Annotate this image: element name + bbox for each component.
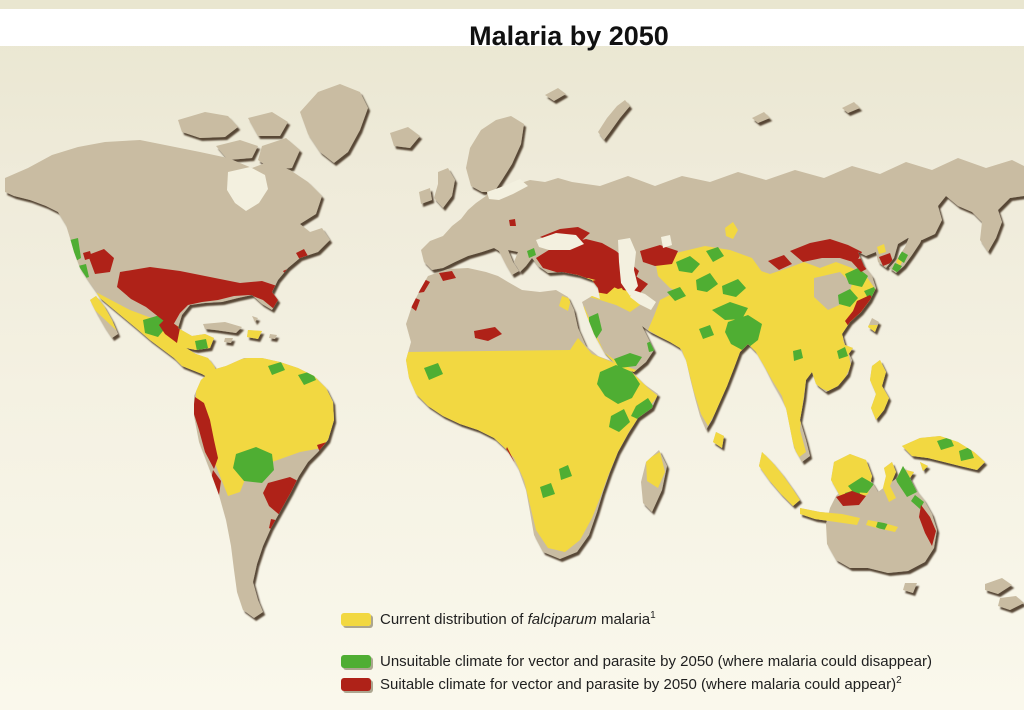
landmass-scandinavia <box>466 116 524 192</box>
legend-label-suitable: Suitable climate for vector and parasite… <box>380 675 902 694</box>
legend-item-current: Current distribution of falciparum malar… <box>341 611 1021 629</box>
landmass-greenland <box>300 84 368 163</box>
black-sea <box>536 233 584 250</box>
landmass-britain <box>434 168 455 208</box>
legend: Current distribution of falciparum malar… <box>341 611 1021 694</box>
suitable-climate-swatch-icon <box>341 678 371 691</box>
landmass-new-zealand <box>985 578 1012 594</box>
unsuitable-climate-swatch-icon <box>341 655 371 668</box>
landmass-iceland <box>390 127 420 148</box>
legend-label-unsuitable: Unsuitable climate for vector and parasi… <box>380 653 932 670</box>
baltic-sea <box>487 179 528 200</box>
current-distribution-swatch-icon <box>341 613 371 626</box>
aral-sea <box>661 235 672 248</box>
landmass-ireland <box>419 188 432 204</box>
title-band: Malaria by 2050 <box>0 9 1024 51</box>
unsuitable-overlay <box>70 238 974 531</box>
persian-gulf <box>630 290 656 310</box>
legend-item-suitable: Suitable climate for vector and parasite… <box>341 676 1021 694</box>
inland-seas <box>227 167 672 310</box>
landmass-cuba <box>203 322 242 333</box>
landmass-arctic-islands <box>178 112 238 138</box>
map-title: Malaria by 2050 <box>469 21 669 51</box>
caspian-sea <box>618 238 638 296</box>
legend-item-unsuitable: Unsuitable climate for vector and parasi… <box>341 653 1021 671</box>
legend-label-current: Current distribution of falciparum malar… <box>380 610 656 629</box>
hudson-bay <box>227 167 268 211</box>
